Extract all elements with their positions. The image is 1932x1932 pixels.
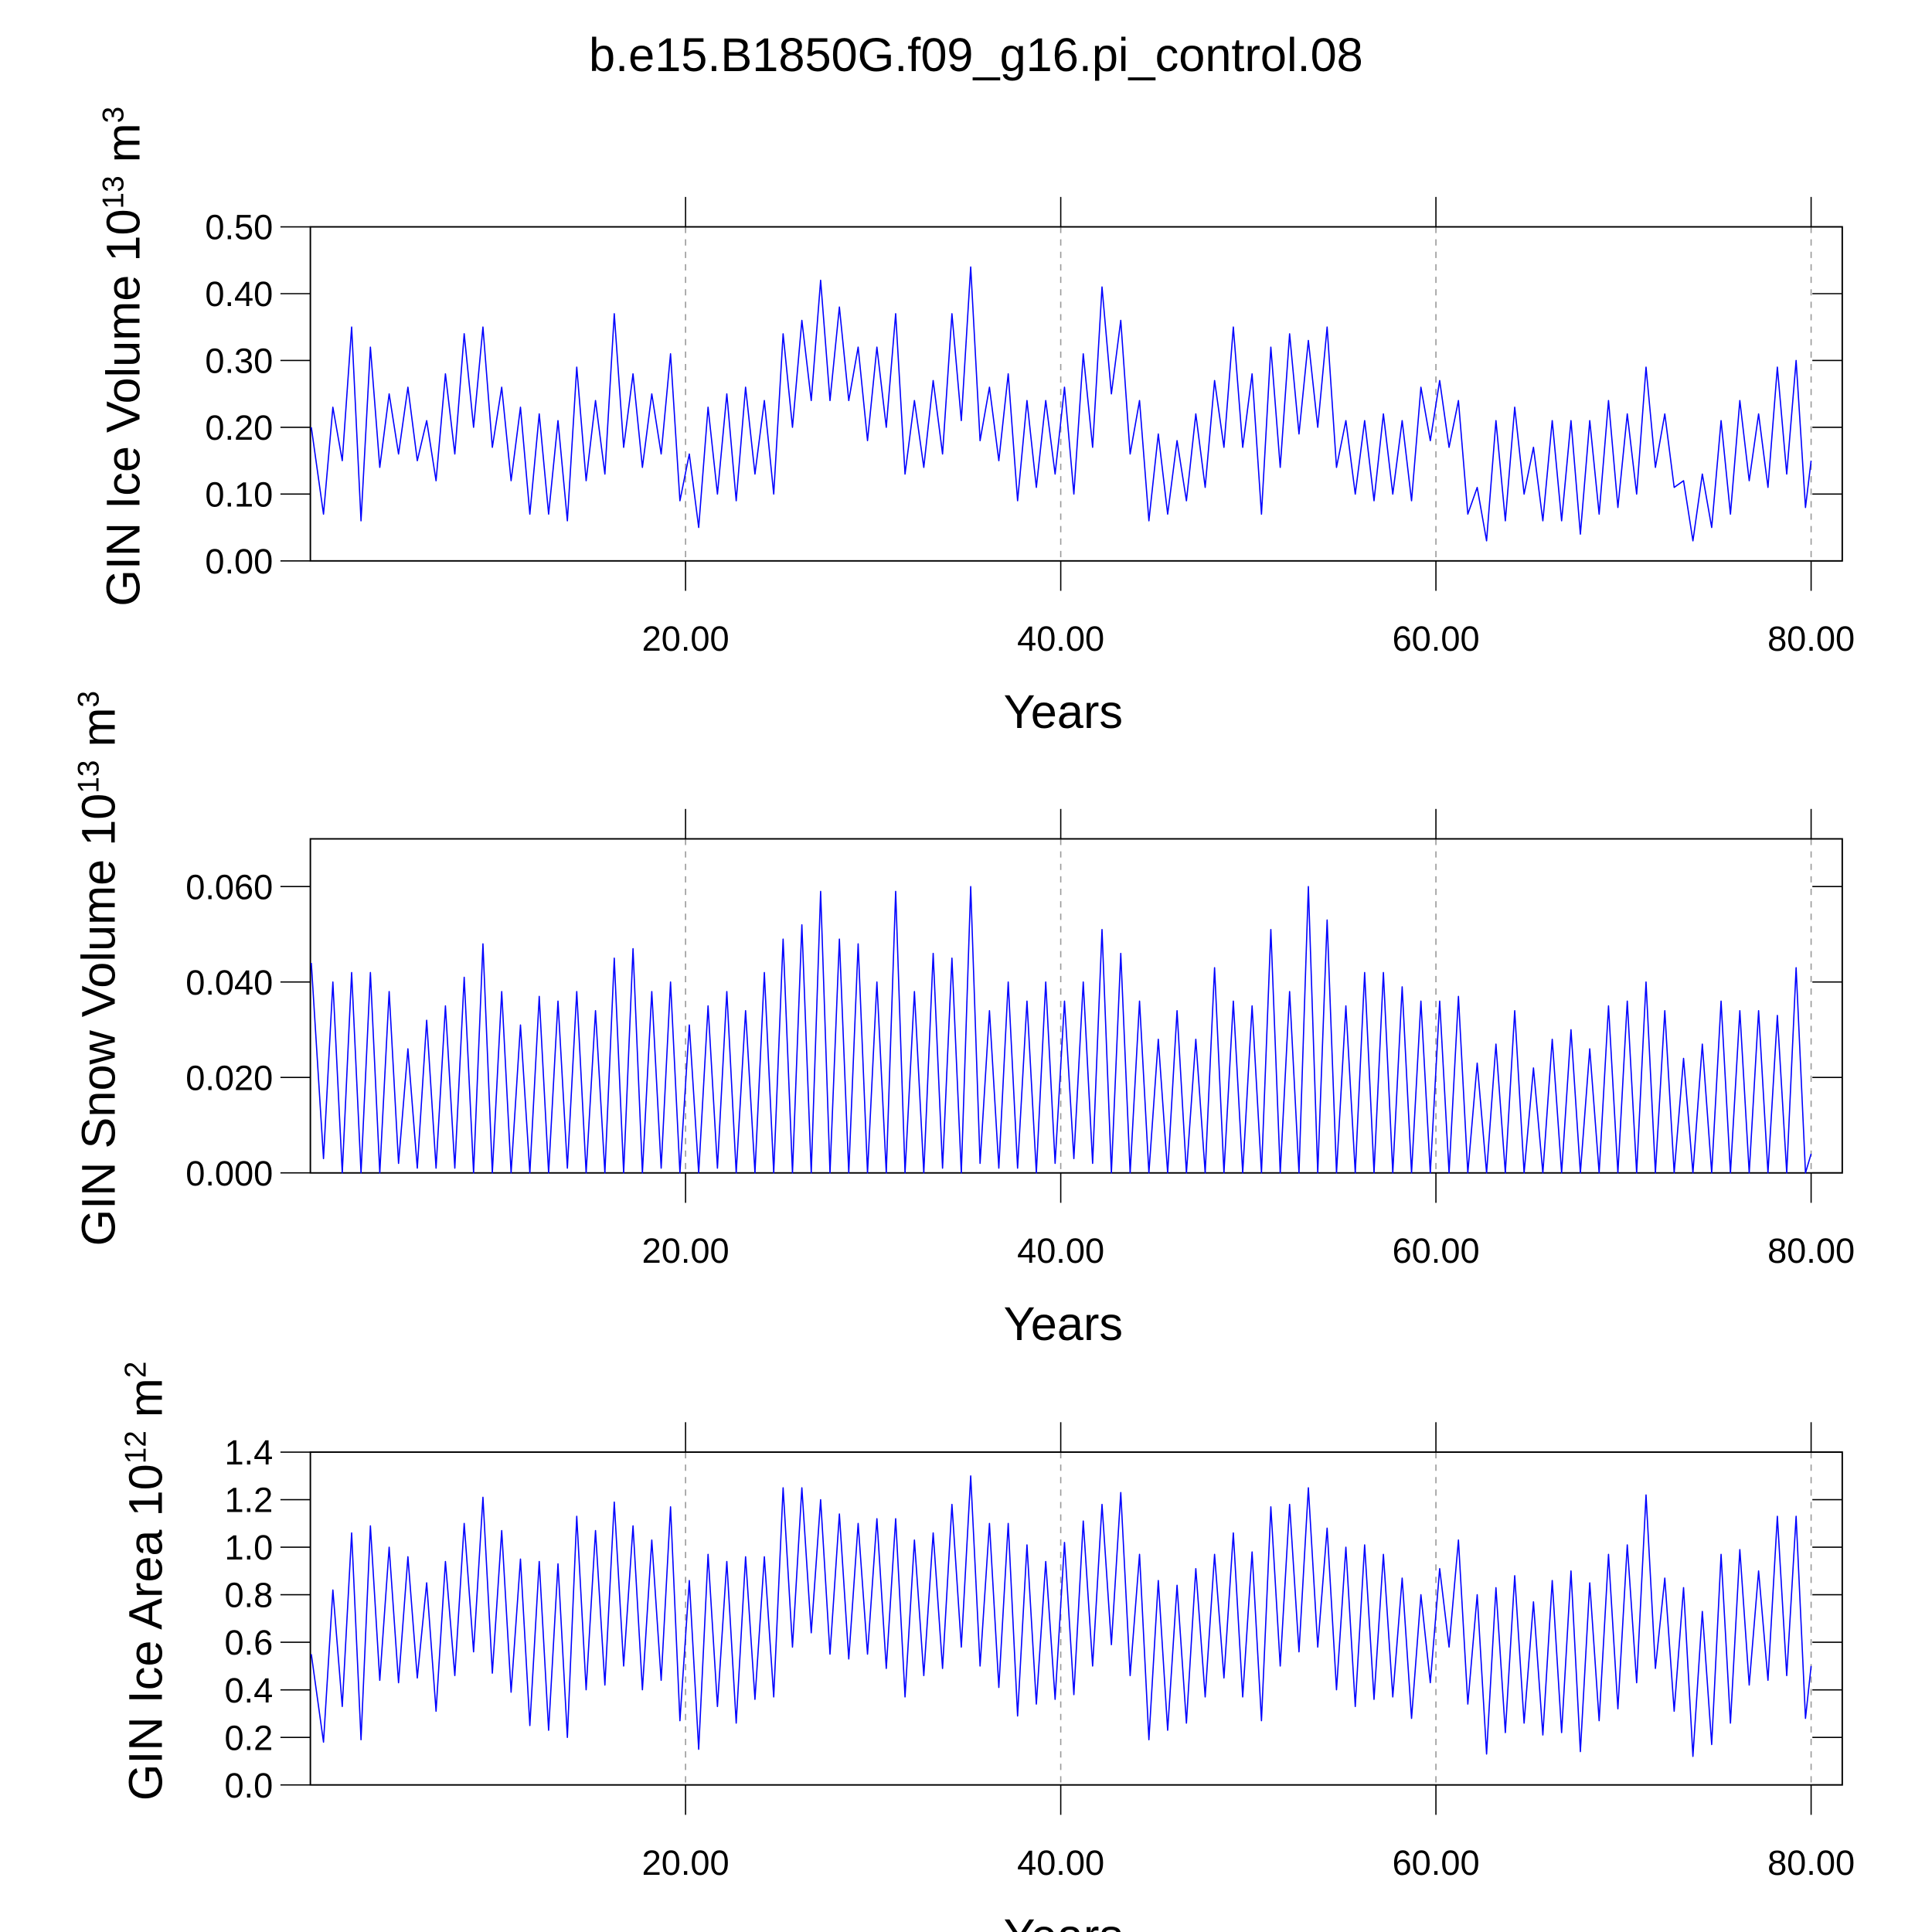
x-tick-label: 80.00 xyxy=(1767,1231,1855,1270)
y-tick-label: 0.20 xyxy=(205,408,273,447)
y-axis-label: GIN Ice Volume 1013 m3 xyxy=(97,107,150,607)
y-tick-label: 0.30 xyxy=(205,342,273,381)
y-axis-label-part: 13 xyxy=(72,760,105,794)
y-tick-label: 0.060 xyxy=(185,867,273,906)
plot-frame xyxy=(309,838,1843,1174)
plot-frame xyxy=(309,226,1843,562)
y-axis-label-part: m xyxy=(97,123,150,175)
x-tick-label: 20.00 xyxy=(642,619,730,658)
y-axis-label: GIN Ice Area 1012 m2 xyxy=(119,1362,172,1801)
y-axis-label-part: 13 xyxy=(97,175,130,209)
y-axis-label-part: m xyxy=(72,707,124,760)
y-axis-label-part: 3 xyxy=(72,691,105,708)
y-tick-label: 1.4 xyxy=(224,1433,273,1472)
x-tick-label: 60.00 xyxy=(1393,1843,1480,1883)
y-tick-label: 0.000 xyxy=(185,1154,273,1193)
y-axis-label-part: 2 xyxy=(119,1362,152,1379)
y-tick-label: 0.040 xyxy=(185,963,273,1002)
y-tick-label: 0.8 xyxy=(224,1576,273,1615)
y-axis-label-part: GIN Snow Volume 10 xyxy=(72,794,124,1247)
x-tick-label: 20.00 xyxy=(642,1231,730,1270)
x-axis-label: Years xyxy=(1004,1910,1123,1932)
y-tick-label: 0.6 xyxy=(224,1623,273,1662)
y-tick-label: 0.00 xyxy=(205,542,273,581)
data-line xyxy=(311,886,1812,1174)
x-axis-label: Years xyxy=(1004,1298,1123,1350)
x-tick-label: 40.00 xyxy=(1017,1231,1104,1270)
y-axis-label-part: GIN Ice Volume 10 xyxy=(97,209,150,606)
x-tick-label: 20.00 xyxy=(642,1843,730,1883)
x-tick-label: 80.00 xyxy=(1767,1843,1855,1883)
y-tick-label: 0.40 xyxy=(205,274,273,314)
x-tick-label: 60.00 xyxy=(1393,619,1480,658)
y-tick-label: 0.10 xyxy=(205,474,273,514)
x-tick-label: 40.00 xyxy=(1017,619,1104,658)
y-axis-label: GIN Snow Volume 1013 m3 xyxy=(72,691,125,1247)
y-tick-label: 0.4 xyxy=(224,1671,273,1710)
y-axis-label-part: 12 xyxy=(119,1430,152,1464)
y-tick-label: 0.020 xyxy=(185,1058,273,1097)
data-line xyxy=(311,1475,1812,1757)
y-tick-label: 0.0 xyxy=(224,1766,273,1805)
data-line xyxy=(311,266,1812,542)
y-tick-label: 1.0 xyxy=(224,1528,273,1567)
x-tick-label: 80.00 xyxy=(1767,619,1855,658)
y-tick-label: 0.2 xyxy=(224,1718,273,1757)
figure-title: b.e15.B1850G.f09_g16.pi_control.08 xyxy=(589,29,1363,81)
y-tick-label: 0.50 xyxy=(205,208,273,247)
y-axis-label-part: m xyxy=(120,1378,172,1430)
x-tick-label: 60.00 xyxy=(1393,1231,1480,1270)
plot-frame xyxy=(309,1451,1843,1786)
x-axis-label: Years xyxy=(1004,685,1123,738)
y-axis-label-part: GIN Ice Area 10 xyxy=(120,1464,172,1801)
y-tick-label: 1.2 xyxy=(224,1481,273,1520)
y-axis-label-part: 3 xyxy=(97,107,130,124)
x-tick-label: 40.00 xyxy=(1017,1843,1104,1883)
